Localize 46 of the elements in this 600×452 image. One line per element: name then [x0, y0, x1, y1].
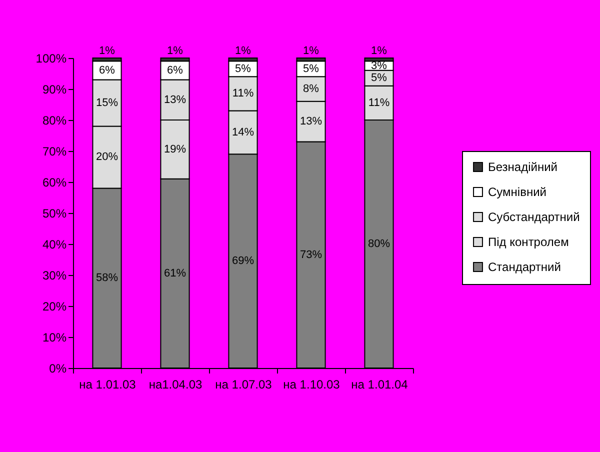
y-tick-label: 50% [42, 206, 67, 220]
data-label: 5% [235, 62, 252, 75]
x-tick-label: на 1.01.03 [79, 378, 136, 392]
data-label: 13% [300, 116, 322, 128]
data-label: 15% [96, 96, 118, 109]
data-label: 11% [232, 88, 254, 100]
data-label: 14% [232, 126, 254, 138]
data-label: 80% [368, 238, 390, 250]
y-tick-label: 30% [42, 268, 67, 282]
y-tick-label: 100% [36, 52, 67, 66]
legend-label: Під контролем [488, 235, 569, 249]
data-label: 19% [164, 143, 186, 156]
data-label: 58% [96, 272, 118, 284]
y-tick-label: 20% [42, 300, 67, 314]
data-label: 3% [371, 60, 388, 72]
data-label: 6% [167, 64, 184, 76]
data-label: 1% [167, 45, 184, 57]
x-tick-label: на 1.07.03 [215, 378, 272, 392]
data-label: 11% [368, 96, 390, 109]
data-label: 1% [371, 45, 388, 57]
data-label: 73% [300, 248, 322, 261]
data-label: 61% [164, 267, 186, 280]
data-label: 6% [99, 64, 116, 76]
legend-label: Сумнівний [488, 185, 546, 199]
y-tick-label: 70% [42, 144, 67, 158]
y-tick-label: 90% [42, 82, 67, 96]
x-tick-label: на 1.01.04 [351, 378, 408, 392]
y-tick-label: 40% [42, 238, 67, 252]
data-label: 1% [235, 45, 252, 57]
data-label: 13% [164, 94, 186, 106]
y-tick-label: 60% [42, 176, 67, 190]
legend-label: Субстандартний [488, 210, 580, 224]
data-label: 1% [303, 45, 320, 57]
y-tick-label: 10% [42, 330, 67, 344]
legend-label: Безнадійний [488, 160, 558, 174]
x-tick-label: на 1.10.03 [283, 378, 340, 392]
y-tick-label: 80% [42, 114, 67, 128]
data-label: 20% [96, 151, 118, 164]
data-label: 1% [99, 45, 116, 57]
data-label: 5% [303, 62, 320, 75]
x-tick-label: на1.04.03 [148, 378, 202, 392]
data-label: 5% [371, 72, 388, 84]
y-tick-label: 0% [49, 362, 67, 376]
data-label: 8% [303, 83, 320, 95]
legend-label: Стандартний [488, 260, 561, 274]
data-label: 69% [232, 255, 254, 268]
